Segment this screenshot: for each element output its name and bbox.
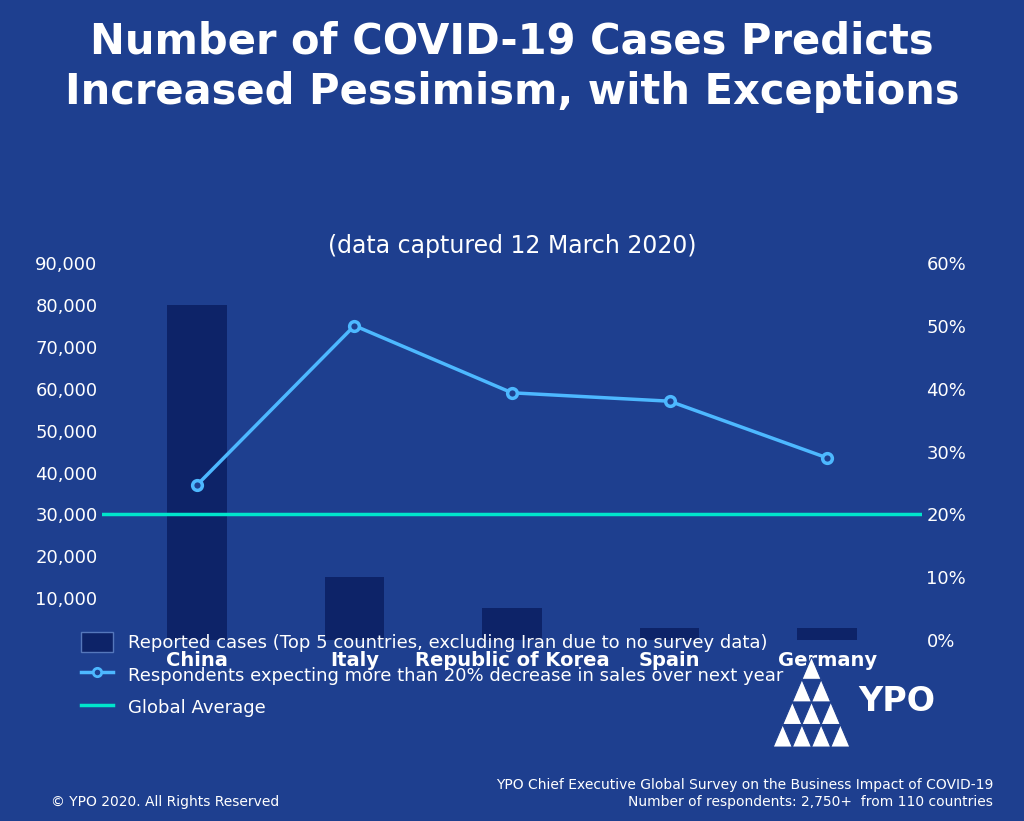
Polygon shape — [811, 724, 830, 747]
Polygon shape — [802, 657, 821, 680]
Polygon shape — [811, 680, 830, 702]
Polygon shape — [830, 724, 850, 747]
Bar — [797, 628, 857, 640]
Text: Number of COVID-19 Cases Predicts
Increased Pessimism, with Exceptions: Number of COVID-19 Cases Predicts Increa… — [65, 21, 959, 112]
Polygon shape — [782, 702, 802, 724]
Bar — [482, 608, 542, 640]
Polygon shape — [793, 680, 811, 702]
Text: (data captured 12 March 2020): (data captured 12 March 2020) — [328, 234, 696, 258]
Legend: Reported cases (Top 5 countries, excluding Iran due to no survey data), Responde: Reported cases (Top 5 countries, excludi… — [81, 631, 783, 718]
Text: YPO: YPO — [858, 686, 935, 718]
Polygon shape — [821, 702, 841, 724]
Bar — [167, 305, 227, 640]
Polygon shape — [793, 724, 811, 747]
Polygon shape — [802, 702, 821, 724]
Bar — [325, 577, 384, 640]
Polygon shape — [773, 724, 793, 747]
Text: © YPO 2020. All Rights Reserved: © YPO 2020. All Rights Reserved — [51, 795, 280, 809]
Bar — [640, 628, 699, 640]
Text: YPO Chief Executive Global Survey on the Business Impact of COVID-19
Number of r: YPO Chief Executive Global Survey on the… — [496, 778, 993, 809]
